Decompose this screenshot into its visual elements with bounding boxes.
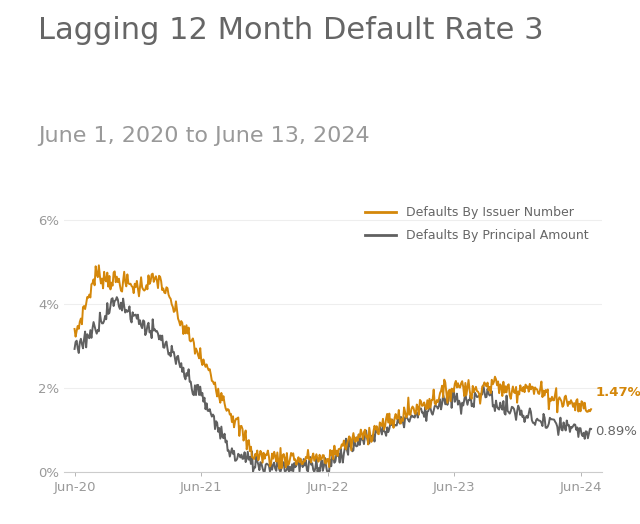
Legend: Defaults By Issuer Number, Defaults By Principal Amount: Defaults By Issuer Number, Defaults By P… [359,200,595,248]
Text: 0.89%: 0.89% [595,425,637,438]
Text: 1.47%: 1.47% [595,386,640,399]
Text: Lagging 12 Month Default Rate 3: Lagging 12 Month Default Rate 3 [38,16,544,45]
Text: June 1, 2020 to June 13, 2024: June 1, 2020 to June 13, 2024 [38,126,370,146]
